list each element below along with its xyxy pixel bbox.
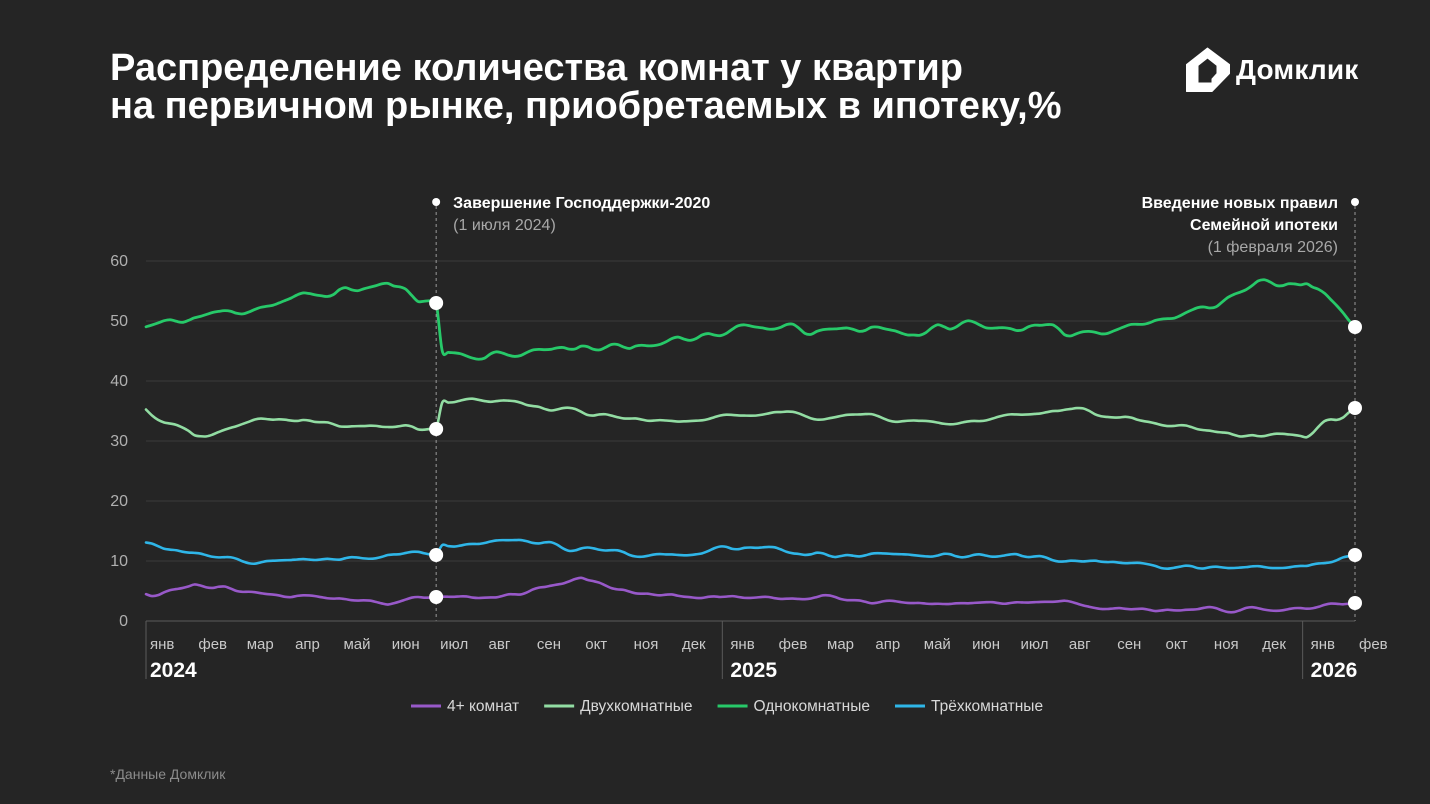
svg-text:окт: окт [1166,636,1188,653]
svg-text:фев: фев [1359,636,1388,653]
svg-text:фев: фев [779,636,808,653]
svg-text:янв: янв [150,636,174,653]
svg-text:Однокомнатные: Однокомнатные [754,698,870,715]
svg-text:июл: июл [1020,636,1048,653]
svg-text:ноя: ноя [1214,636,1239,653]
svg-text:20: 20 [110,493,128,510]
svg-text:(1 июля 2024): (1 июля 2024) [453,217,556,234]
svg-text:янв: янв [730,636,754,653]
svg-text:янв: янв [1311,636,1335,653]
svg-text:окт: окт [585,636,607,653]
svg-text:2024: 2024 [150,659,197,682]
svg-text:40: 40 [110,373,128,390]
svg-text:2025: 2025 [730,659,777,682]
svg-text:50: 50 [110,313,128,330]
svg-text:Введение новых правил: Введение новых правил [1142,195,1338,212]
svg-text:июл: июл [440,636,468,653]
svg-text:10: 10 [110,553,128,570]
svg-text:Трёхкомнатные: Трёхкомнатные [931,698,1043,715]
svg-text:(1 февраля 2026): (1 февраля 2026) [1208,239,1338,256]
svg-text:дек: дек [1262,636,1286,653]
svg-text:Семейной ипотеки: Семейной ипотеки [1190,217,1338,234]
svg-text:май: май [343,636,370,653]
svg-text:60: 60 [110,253,128,270]
svg-text:дек: дек [682,636,706,653]
svg-text:сен: сен [1117,636,1141,653]
svg-text:апр: апр [295,636,320,653]
svg-text:мар: мар [827,636,854,653]
svg-text:фев: фев [198,636,227,653]
svg-text:май: май [924,636,951,653]
svg-text:июн: июн [972,636,1000,653]
svg-text:Завершение Господдержки-2020: Завершение Господдержки-2020 [453,195,710,212]
svg-text:4+ комнат: 4+ комнат [447,698,519,715]
svg-text:сен: сен [537,636,561,653]
svg-text:2026: 2026 [1311,659,1358,682]
svg-text:июн: июн [392,636,420,653]
svg-text:ноя: ноя [634,636,659,653]
svg-text:Двухкомнатные: Двухкомнатные [580,698,692,715]
svg-text:0: 0 [119,613,128,630]
svg-text:30: 30 [110,433,128,450]
svg-text:мар: мар [247,636,274,653]
svg-text:авг: авг [489,636,511,653]
svg-text:апр: апр [875,636,900,653]
svg-text:авг: авг [1069,636,1091,653]
